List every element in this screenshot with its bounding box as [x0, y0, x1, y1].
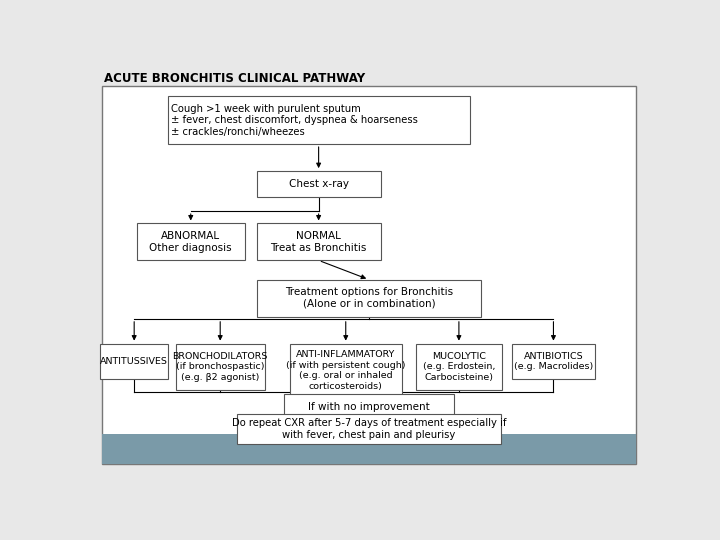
Bar	[168, 96, 469, 144]
Bar	[102, 434, 636, 464]
Text: Chest x-ray: Chest x-ray	[289, 179, 348, 189]
Bar	[256, 280, 482, 316]
Text: NORMAL
Treat as Bronchitis: NORMAL Treat as Bronchitis	[271, 231, 366, 253]
Text: ACUTE BRONCHITIS CLINICAL PATHWAY: ACUTE BRONCHITIS CLINICAL PATHWAY	[104, 72, 365, 85]
Bar	[512, 343, 595, 379]
Text: ANTITUSSIVES: ANTITUSSIVES	[100, 357, 168, 366]
Text: Cough >1 week with purulent sputum
± fever, chest discomfort, dyspnea & hoarsene: Cough >1 week with purulent sputum ± fev…	[171, 104, 418, 137]
Text: ANTIBIOTICS
(e.g. Macrolides): ANTIBIOTICS (e.g. Macrolides)	[514, 352, 593, 371]
Bar	[176, 343, 265, 390]
Bar	[289, 343, 402, 397]
Text: BRONCHODILATORS
(if bronchospastic)
(e.g. β2 agonist): BRONCHODILATORS (if bronchospastic) (e.g…	[173, 352, 268, 382]
Text: MUCOLYTIC
(e.g. Erdostein,
Carbocisteine): MUCOLYTIC (e.g. Erdostein, Carbocisteine…	[423, 352, 495, 382]
Text: ABNORMAL
Other diagnosis: ABNORMAL Other diagnosis	[150, 231, 232, 253]
Bar	[284, 394, 454, 420]
Bar	[100, 343, 168, 379]
Text: If with no improvement: If with no improvement	[308, 402, 430, 411]
Text: Do repeat CXR after 5-7 days of treatment especially if
with fever, chest pain a: Do repeat CXR after 5-7 days of treatmen…	[232, 418, 506, 440]
Bar	[238, 414, 500, 444]
Bar	[137, 224, 245, 260]
Text: ANTI-INFLAMMATORY
(if with persistent cough)
(e.g. oral or inhaled
corticosteroi: ANTI-INFLAMMATORY (if with persistent co…	[286, 350, 405, 390]
Bar	[415, 343, 503, 390]
Bar	[256, 224, 381, 260]
Text: Treatment options for Bronchitis
(Alone or in combination): Treatment options for Bronchitis (Alone …	[285, 287, 453, 309]
Bar	[256, 171, 381, 197]
